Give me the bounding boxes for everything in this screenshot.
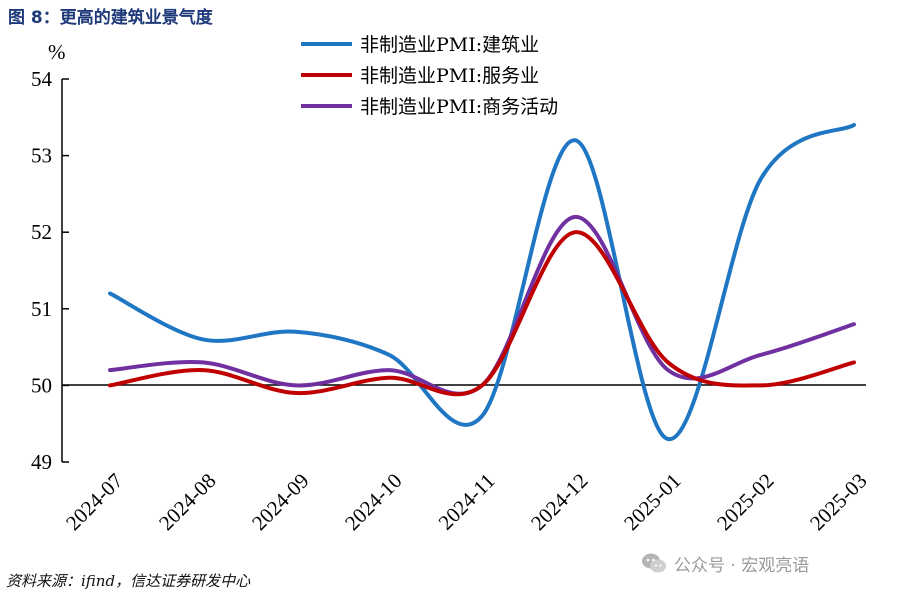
series-group	[108, 122, 856, 442]
y-tick-label: 50	[31, 373, 52, 397]
y-tick-label: 51	[31, 297, 52, 321]
x-axis: 2024-07 2024-08 2024-09 2024-10 2024-11 2024-…	[61, 384, 872, 535]
legend-label-2: 非制造业PMI:商务活动	[360, 96, 558, 118]
x-tick-label: 2024-07	[61, 469, 127, 535]
watermark-text: 公众号 · 宏观亮语	[674, 555, 810, 576]
x-tick-label: 2024-08	[154, 469, 220, 535]
x-tick-label: 2024-11	[434, 469, 500, 535]
y-axis-unit: %	[48, 40, 66, 64]
y-tick-label: 49	[31, 450, 52, 474]
x-tick-label: 2025-01	[619, 469, 685, 535]
legend-label-0: 非制造业PMI:建筑业	[360, 34, 539, 56]
series-line-0	[108, 122, 856, 442]
series-line-2	[108, 214, 856, 396]
wechat-icon	[642, 553, 666, 573]
y-tick-label: 54	[31, 67, 53, 91]
series-line-1	[108, 230, 856, 397]
legend-label-1: 非制造业PMI:服务业	[360, 65, 539, 87]
y-tick-label: 52	[31, 220, 52, 244]
x-tick-label: 2025-03	[805, 469, 871, 535]
source-note: 资料来源：ifind，信达证券研发中心	[6, 572, 251, 590]
watermark: 公众号 · 宏观亮语	[640, 549, 809, 577]
y-axis: 49 50 51 52 53 54%	[31, 40, 69, 474]
x-tick-label: 2024-12	[526, 469, 592, 535]
x-tick-label: 2024-09	[247, 469, 313, 535]
figure-title: 图 8：更高的建筑业景气度	[8, 8, 213, 28]
x-tick-label: 2024-10	[340, 469, 406, 535]
x-tick-label: 2025-02	[712, 469, 778, 535]
y-tick-label: 53	[31, 144, 52, 168]
